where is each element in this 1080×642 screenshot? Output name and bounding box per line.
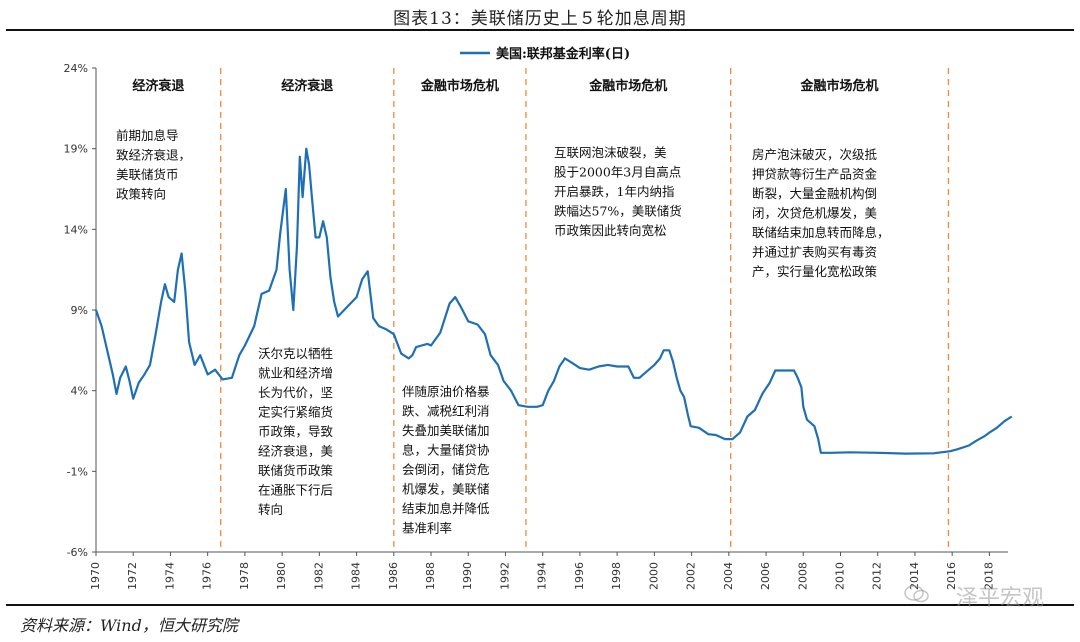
x-tick-label: 2014	[908, 562, 921, 590]
x-tick-label: 1980	[275, 562, 288, 590]
annotation-line: 互联网泡沫破裂，美	[554, 145, 667, 160]
annotation-line: 转向	[258, 502, 283, 517]
y-tick-label: 4%	[71, 385, 88, 398]
annotation-line: 押贷款等衍生产品资金	[752, 167, 878, 182]
x-tick-label: 2018	[982, 562, 995, 590]
x-tick-label: 1972	[126, 562, 139, 590]
annotation-line: 在通胀下行后	[258, 483, 333, 498]
annotation-line: 致经济衰退，	[116, 148, 191, 163]
series-line	[94, 147, 1013, 455]
source-note: 资料来源：Wind，恒大研究院	[20, 616, 238, 635]
x-tick-label: 2004	[722, 562, 735, 590]
x-tick-label: 2016	[945, 562, 958, 590]
era-label: 金融市场危机	[588, 78, 667, 94]
x-tick-label: 2000	[647, 562, 660, 590]
chart-title: 图表13：美联储历史上５轮加息周期	[393, 9, 687, 29]
annotation-line: 就业和经济增	[258, 366, 333, 381]
x-tick-label: 2008	[796, 562, 809, 590]
title-rule	[6, 29, 1074, 31]
rate-line	[94, 147, 1013, 455]
legend-label: 美国:联邦基金利率(日)	[496, 46, 630, 62]
cycle-dividers	[220, 68, 950, 552]
annotation-line: 结束加息并降低	[402, 501, 490, 516]
annotation-line: 政策转向	[116, 187, 166, 202]
annotation-line: 跌、减税红利消	[402, 404, 490, 419]
annotation-line: 伴随原油价格暴	[402, 384, 490, 399]
annotation-line: 跌幅达57%，美联储货	[554, 204, 682, 219]
x-tick-label: 1974	[163, 562, 176, 590]
y-tick-label: 14%	[64, 223, 88, 236]
annotation-line: 开启暴跌，1年内纳指	[554, 184, 674, 199]
y-tick-label: -6%	[67, 546, 88, 559]
x-tick-label: 1982	[312, 562, 325, 590]
annotation-line: 币政策因此转向宽松	[554, 223, 667, 238]
x-tick-label: 1994	[536, 562, 549, 590]
y-tick-label: 24%	[64, 62, 88, 75]
annotation-line: 息，大量储贷协	[402, 443, 490, 458]
annotation-line: 长为代价，坚	[258, 385, 333, 400]
x-tick-label: 2002	[685, 562, 698, 590]
annotation-line: 会倒闭，储贷危	[402, 462, 490, 477]
x-tick-label: 1976	[201, 562, 214, 590]
watermark: 泽平宏观	[955, 586, 1044, 611]
x-tick-label: 1978	[238, 562, 251, 590]
x-tick-label: 1986	[387, 562, 400, 590]
x-tick-label: 1990	[461, 562, 474, 590]
annotation-line: 断裂，大量金融机构倒	[752, 186, 877, 201]
x-tick-label: 1984	[350, 562, 363, 590]
annotation-line: 闭，次贷危机爆发，美	[752, 206, 877, 221]
y-tick-label: -1%	[67, 465, 88, 478]
wechat-icon	[904, 585, 929, 603]
x-tick-label: 2010	[833, 562, 846, 590]
era-label: 金融市场危机	[800, 78, 879, 94]
axes: 24% 19% 14% 9% 4% -1% -6%1970 1972 1974 1976 1978 1…	[64, 62, 1008, 590]
annotation-line: 基准利率	[402, 521, 452, 536]
chart: 24% 19% 14% 9% 4% -1% -6%1970 1972 1974 1976 1978 1…	[64, 46, 1013, 590]
annotation-line: 失叠加美联储加	[402, 423, 490, 438]
era-label: 经济衰退	[281, 78, 333, 94]
annotation-line: 币政策，导致	[258, 424, 334, 439]
x-tick-label: 1988	[424, 562, 437, 590]
annotation-line: 机爆发，美联储	[402, 482, 490, 497]
x-tick-label: 2012	[871, 562, 884, 590]
annotation-line: 美联储货币	[116, 167, 179, 182]
era-labels: 经济衰退 经济衰退 金融市场危机 金融市场危机 金融市场危机	[132, 78, 878, 94]
annotation-line: 产，实行量化宽松政策	[752, 264, 878, 279]
x-tick-label: 1992	[498, 562, 511, 590]
era-label: 金融市场危机	[420, 78, 499, 94]
x-tick-label: 1996	[573, 562, 586, 590]
annotation-line: 沃尔克以牺牲	[258, 346, 333, 361]
footer-rule	[6, 604, 1074, 606]
x-tick-label: 1998	[610, 562, 623, 590]
y-tick-label: 19%	[64, 143, 88, 156]
annotation-line: 房产泡沫破灭，次级抵	[752, 147, 878, 162]
annotation-line: 联储结束加息转而降息，	[752, 225, 890, 240]
annotation-line: 前期加息导	[116, 128, 179, 143]
annotation-line: 并通过扩表购买有毒资	[752, 245, 877, 260]
annotation-line: 联储货币政策	[258, 463, 334, 478]
y-tick-label: 9%	[71, 304, 88, 317]
annotation-line: 定实行紧缩货	[258, 405, 333, 420]
annotation-line: 经济衰退，美	[258, 444, 333, 459]
annotation-line: 股于2000年3月自高点	[554, 165, 681, 180]
era-label: 经济衰退	[132, 78, 184, 94]
legend: 美国:联邦基金利率(日)	[460, 46, 630, 62]
x-tick-label: 1970	[89, 562, 102, 590]
x-tick-label: 2006	[759, 562, 772, 590]
